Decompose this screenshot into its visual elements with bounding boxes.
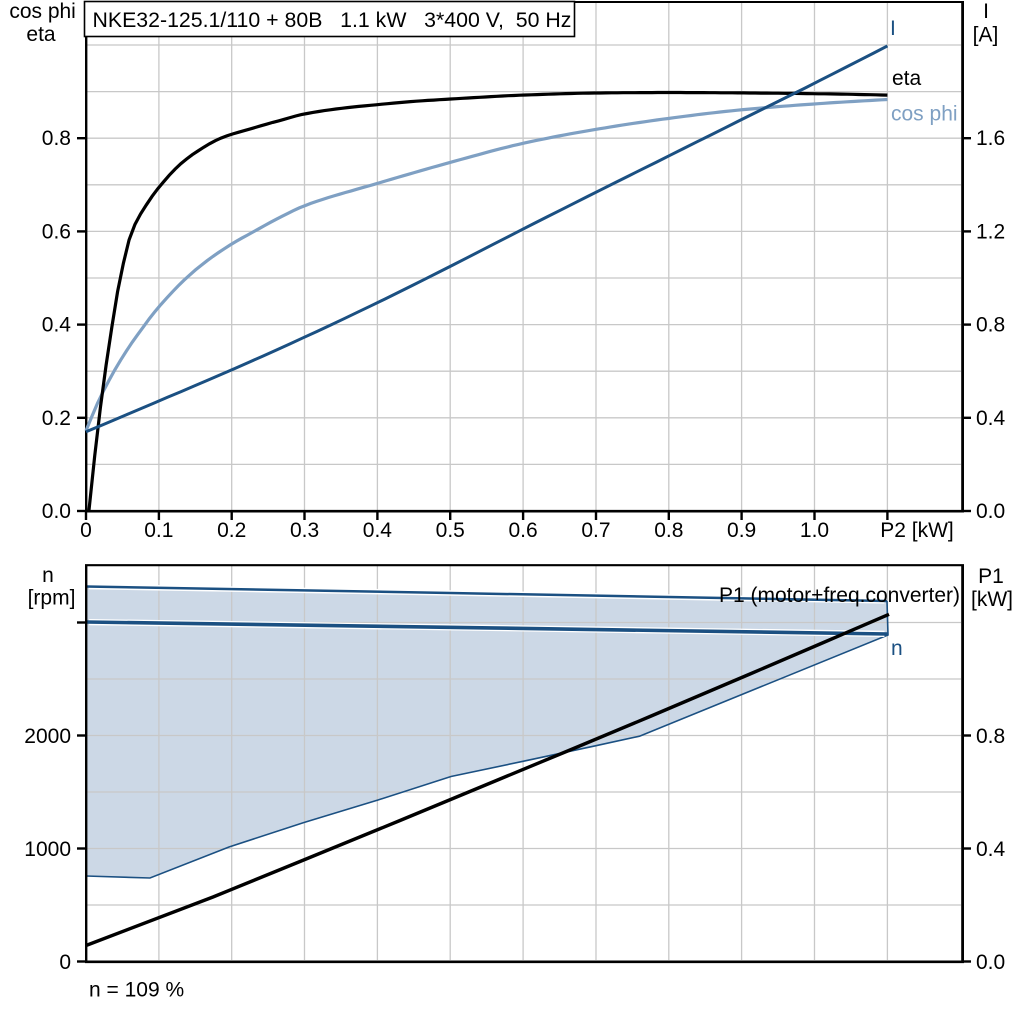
- svg-text:1000: 1000: [24, 838, 71, 861]
- svg-text:0.1: 0.1: [144, 519, 173, 542]
- svg-text:NKE32-125.1/110 + 80B 1.1 kW: NKE32-125.1/110 + 80B 1.1 kW 3*400 V, 50…: [93, 8, 572, 32]
- svg-text:n: n: [42, 564, 54, 587]
- svg-text:0.4: 0.4: [976, 838, 1006, 861]
- svg-text:cos phi: cos phi: [891, 103, 958, 126]
- svg-text:2000: 2000: [24, 725, 71, 748]
- svg-text:0.8: 0.8: [976, 314, 1005, 337]
- svg-text:1.2: 1.2: [976, 220, 1005, 243]
- svg-text:0.0: 0.0: [976, 500, 1005, 523]
- svg-text:0.8: 0.8: [976, 725, 1005, 748]
- svg-text:0.6: 0.6: [508, 519, 537, 542]
- svg-text:0.0: 0.0: [42, 500, 71, 523]
- svg-text:0.4: 0.4: [42, 314, 72, 337]
- svg-text:[kW]: [kW]: [971, 588, 1013, 611]
- svg-text:0.5: 0.5: [436, 519, 465, 542]
- svg-text:n = 109 %: n = 109 %: [89, 979, 184, 1002]
- svg-text:0: 0: [80, 519, 92, 542]
- svg-text:0.4: 0.4: [976, 407, 1006, 430]
- svg-text:0.8: 0.8: [42, 127, 71, 150]
- svg-text:1.0: 1.0: [800, 519, 829, 542]
- svg-text:0.4: 0.4: [363, 519, 393, 542]
- svg-text:P1: P1: [978, 565, 1004, 588]
- svg-text:cos phi: cos phi: [9, 0, 76, 23]
- svg-text:I: I: [890, 17, 896, 40]
- svg-text:0.3: 0.3: [290, 519, 319, 542]
- svg-text:[A]: [A]: [973, 24, 999, 47]
- svg-text:I: I: [983, 0, 989, 23]
- svg-text:0.8: 0.8: [654, 519, 683, 542]
- svg-text:[rpm]: [rpm]: [28, 587, 76, 610]
- svg-text:0: 0: [59, 951, 71, 974]
- svg-text:1.6: 1.6: [976, 127, 1005, 150]
- svg-text:0.0: 0.0: [976, 951, 1005, 974]
- svg-text:0.6: 0.6: [42, 220, 71, 243]
- svg-text:P1 (motor+freq.converter): P1 (motor+freq.converter): [719, 584, 960, 607]
- svg-text:eta: eta: [26, 23, 56, 46]
- svg-text:0.2: 0.2: [217, 519, 246, 542]
- svg-text:n: n: [891, 637, 903, 660]
- svg-text:0.7: 0.7: [581, 519, 610, 542]
- svg-text:eta: eta: [892, 67, 922, 90]
- svg-text:0.9: 0.9: [727, 519, 756, 542]
- svg-text:P2 [kW]: P2 [kW]: [880, 519, 954, 542]
- svg-text:0.2: 0.2: [42, 407, 71, 430]
